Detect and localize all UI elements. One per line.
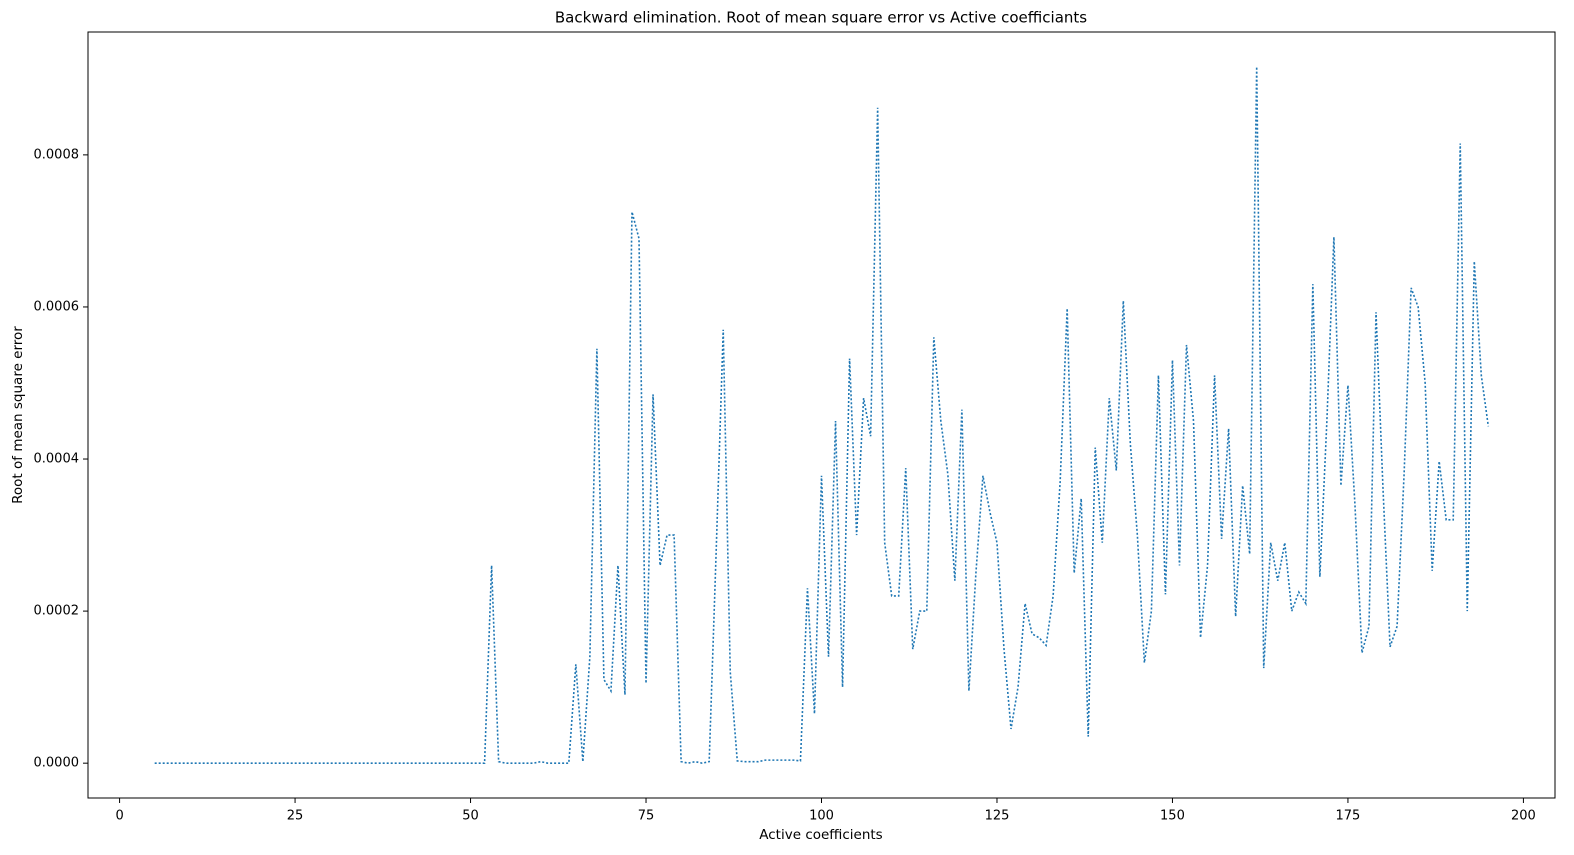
x-tick-label: 25 [287, 809, 304, 824]
y-tick-label: 0.0002 [34, 604, 80, 619]
y-tick-label: 0.0008 [34, 147, 80, 162]
x-tick-label: 75 [638, 809, 655, 824]
x-tick-label: 0 [115, 809, 123, 824]
x-tick-label: 125 [985, 809, 1010, 824]
y-axis-label: Root of mean square error [10, 326, 26, 504]
plot-frame [87, 31, 1556, 799]
x-tick-label: 150 [1160, 809, 1185, 824]
chart-title: Backward elimination. Root of mean squar… [555, 9, 1087, 27]
x-axis-label: Active coefficients [759, 827, 882, 843]
y-tick-label: 0.0006 [34, 299, 80, 314]
data-line [154, 66, 1490, 764]
y-tick-label: 0.0000 [34, 756, 80, 771]
x-tick-label: 200 [1511, 809, 1536, 824]
y-tick-label: 0.0004 [34, 452, 80, 467]
x-tick-label: 175 [1336, 809, 1361, 824]
x-tick-label: 100 [809, 809, 834, 824]
x-tick-label: 50 [462, 809, 479, 824]
